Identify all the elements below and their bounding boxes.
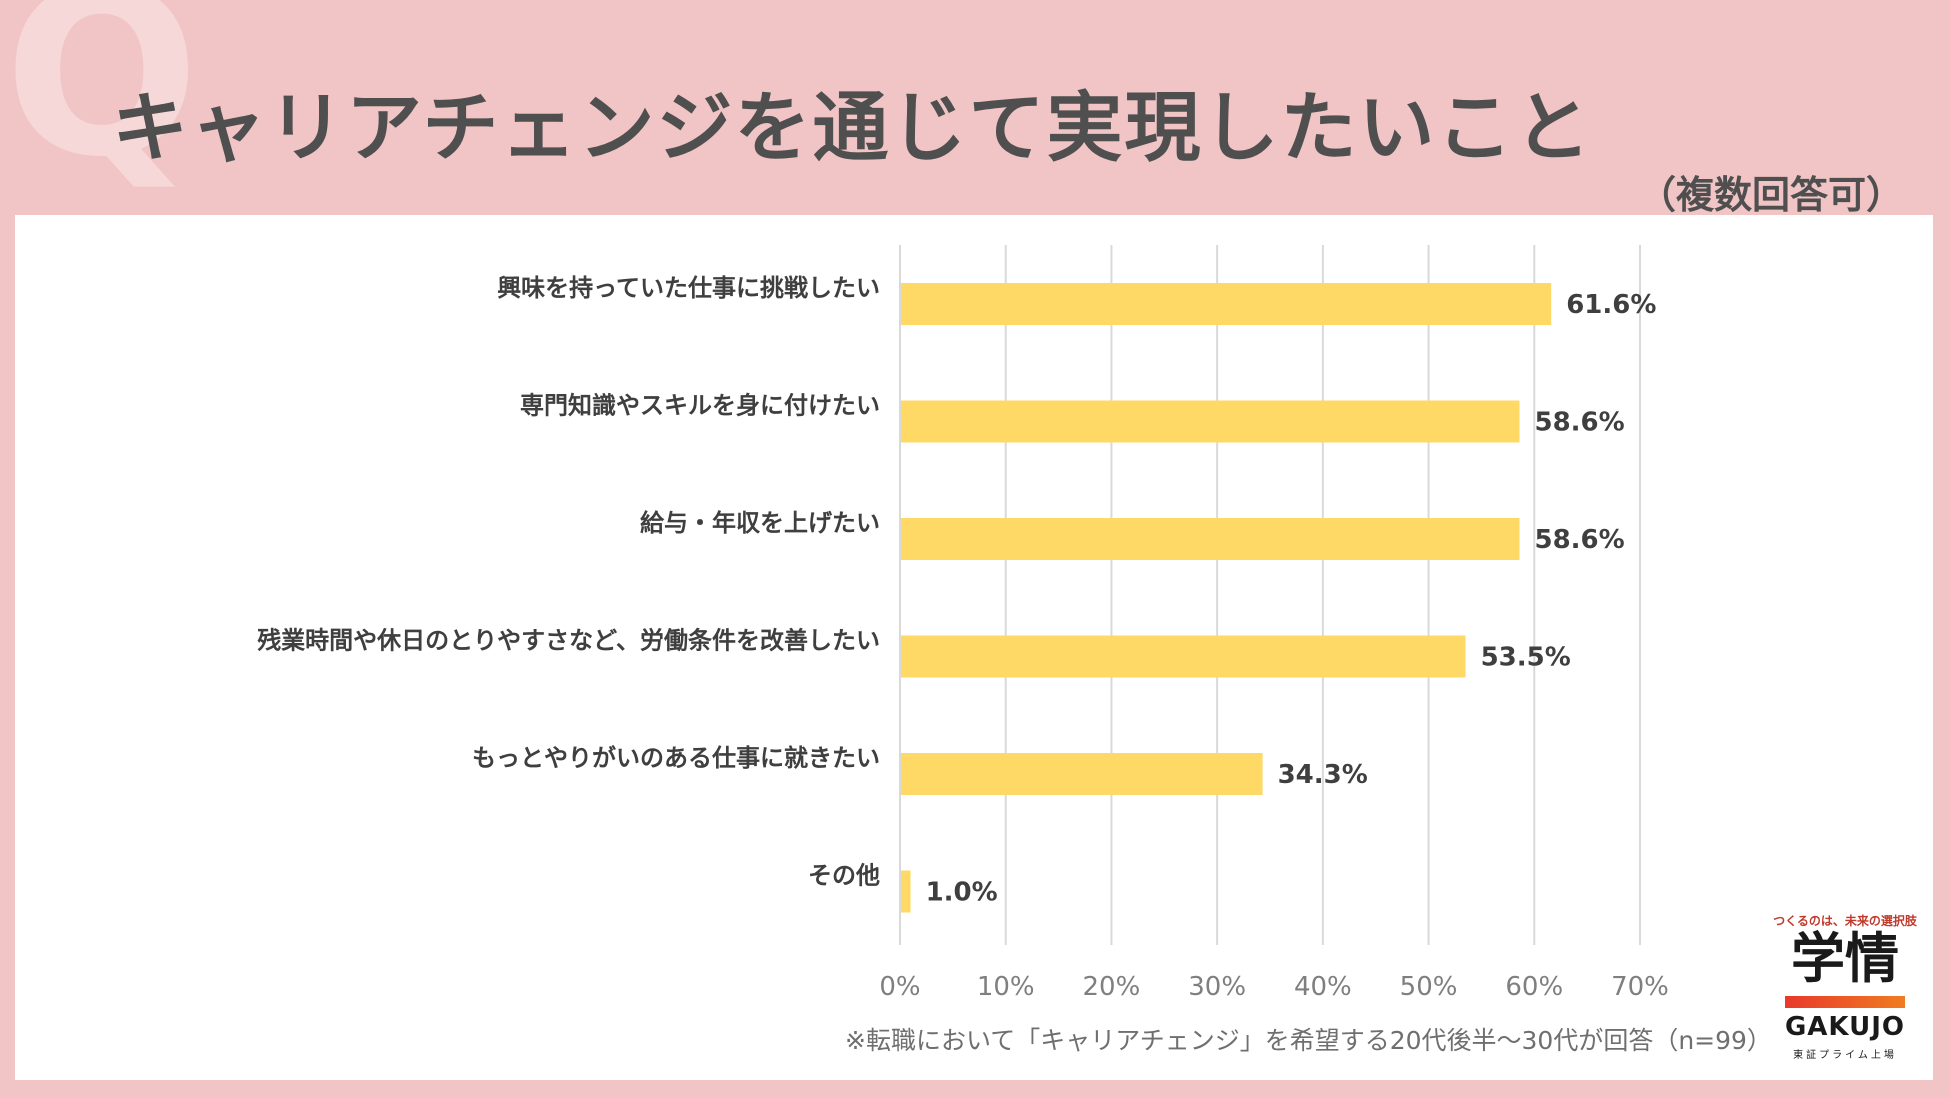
x-tick-label-1: 10% <box>977 972 1035 1002</box>
chart-panel: 0% 10% 20% 30% 40% 50% 60% 70% 興味を持っていた仕事に挑戦したい 6… <box>15 215 1933 1080</box>
x-tick-label-0: 0% <box>879 972 920 1002</box>
x-tick-label-4: 40% <box>1294 972 1352 1002</box>
bar-chart: 0% 10% 20% 30% 40% 50% 60% 70% 興味を持っていた仕事に挑戦したい 6… <box>257 245 1669 1002</box>
page-title: キャリアチェンジを通じて実現したいこと <box>112 83 1593 172</box>
category-label-5: その他 <box>808 862 880 890</box>
x-tick-label-7: 70% <box>1611 972 1669 1002</box>
logo-sub: 東証プライム上場 <box>1793 1050 1897 1061</box>
q-watermark: Q <box>4 0 200 208</box>
value-label-0: 61.6% <box>1566 290 1656 320</box>
bar-5 <box>901 870 911 913</box>
logo-accent-bar <box>1785 996 1905 1008</box>
category-label-1: 専門知識やスキルを身に付けたい <box>520 392 880 420</box>
category-label-2: 給与・年収を上げたい <box>640 509 880 537</box>
footnote: ※転職において「キャリアチェンジ」を希望する20代後半～30代が回答（n=99） <box>845 1026 1772 1055</box>
value-label-3: 53.5% <box>1481 643 1571 673</box>
logo-kanji: 学情 <box>1791 927 1899 990</box>
page-subtitle: （複数回答可） <box>1637 173 1904 217</box>
x-tick-label-5: 50% <box>1400 972 1458 1002</box>
category-label-0: 興味を持っていた仕事に挑戦したい <box>497 274 880 302</box>
x-tick-label-2: 20% <box>1083 972 1141 1002</box>
logo-tagline: つくるのは、未来の選択肢 <box>1773 914 1917 928</box>
category-label-3: 残業時間や休日のとりやすさなど、労働条件を改善したい <box>257 627 880 655</box>
value-label-4: 34.3% <box>1278 760 1368 790</box>
category-label-4: もっとやりがいのある仕事に就きたい <box>472 744 880 772</box>
bar-4 <box>901 753 1263 795</box>
bar-1 <box>901 400 1520 443</box>
value-label-1: 58.6% <box>1534 408 1624 438</box>
x-tick-label-3: 30% <box>1188 972 1246 1002</box>
gakujo-logo: つくるのは、未来の選択肢 学情 GAKUJO 東証プライム上場 <box>1750 912 1940 1062</box>
logo-latin: GAKUJO <box>1784 1012 1906 1042</box>
bar-3 <box>901 635 1466 678</box>
bar-2 <box>901 518 1520 560</box>
value-label-5: 1.0% <box>926 878 998 908</box>
x-tick-label-6: 60% <box>1505 972 1563 1002</box>
value-label-2: 58.6% <box>1534 525 1624 555</box>
bar-0 <box>901 283 1552 325</box>
